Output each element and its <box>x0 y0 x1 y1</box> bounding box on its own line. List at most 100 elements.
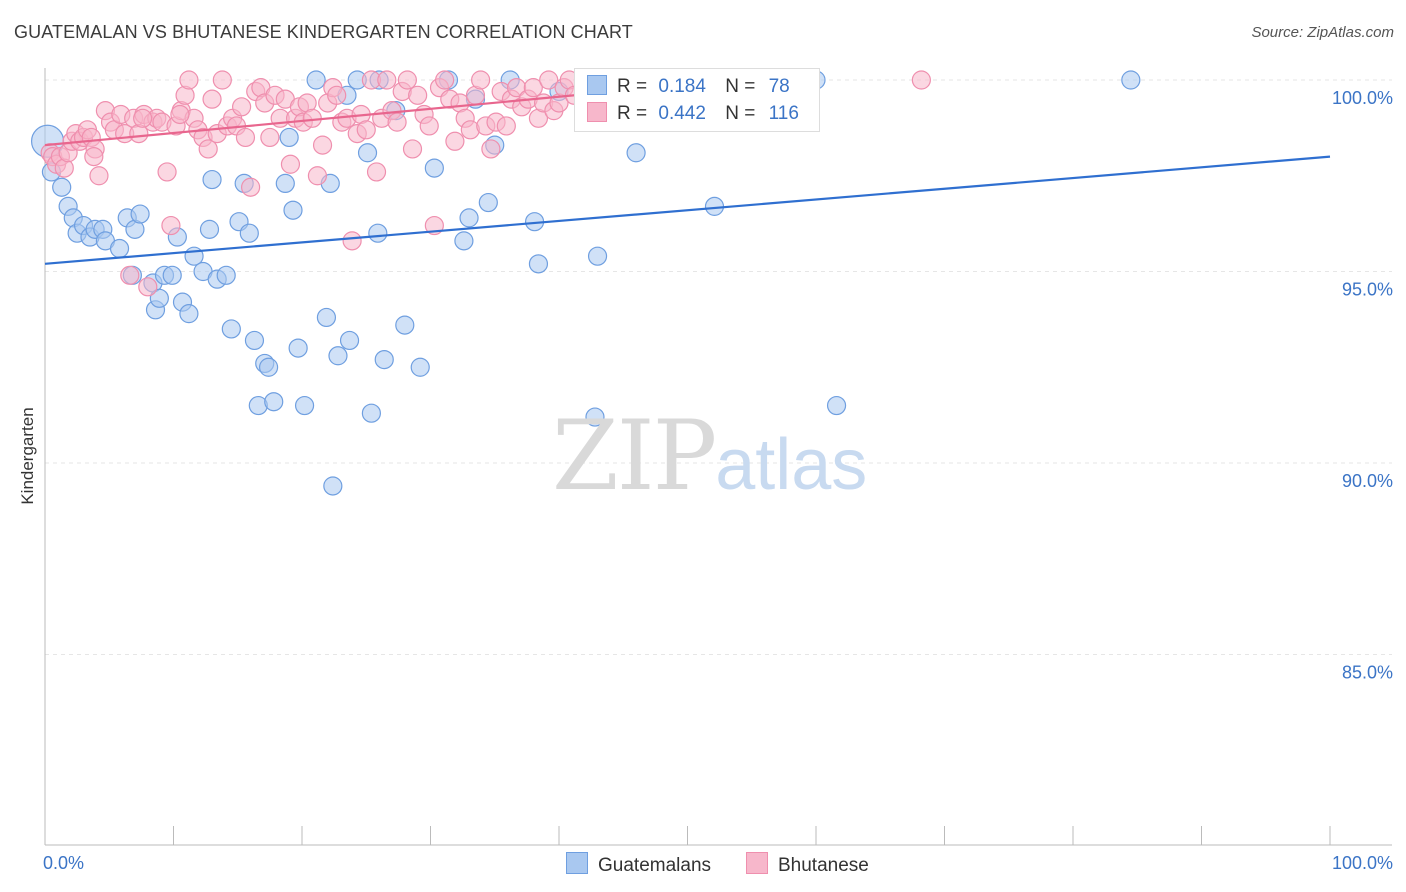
bhutanese-point <box>212 70 232 90</box>
bhutanese-point <box>84 147 104 167</box>
guatemalan-point <box>357 143 378 163</box>
bhutanese-point <box>133 108 153 128</box>
guatemalan-point <box>1121 70 1141 90</box>
guatemalan-point <box>130 204 150 224</box>
bhutanese-point <box>202 89 222 109</box>
guatemalan-point <box>199 219 220 239</box>
guatemalan-point <box>264 392 284 412</box>
series-legend: Guatemalans Bhutanese <box>0 852 1406 878</box>
bhutanese-point <box>89 166 109 186</box>
chart-title: GUATEMALAN VS BHUTANESE KINDERGARTEN COR… <box>14 22 633 42</box>
guatemalan-point <box>149 288 169 308</box>
bhutanese-point <box>179 70 199 90</box>
watermark-zip: ZIP <box>552 400 717 512</box>
bhutanese-point <box>408 85 428 105</box>
x-tick-label-max: 100.0% <box>1332 853 1393 873</box>
legend-n-label: N = <box>725 103 756 124</box>
guatemalan-point <box>424 158 444 178</box>
source-credit: Source: ZipAtlas.com <box>1251 24 1394 41</box>
legend-r-value: 0.442 <box>658 103 706 124</box>
guatemalan-point <box>368 223 388 243</box>
guatemalan-point <box>328 346 348 366</box>
bhutanese-point <box>387 112 407 132</box>
legend-n-value: 78 <box>768 76 790 97</box>
legend-r-label: R = <box>617 76 648 97</box>
bhutanese-point <box>198 139 218 159</box>
bhutanese-point <box>402 139 423 159</box>
y-tick-label: 90.0% <box>1342 471 1393 491</box>
bhutanese-point <box>235 127 256 148</box>
x-tick-label-min: 0.0% <box>43 853 84 873</box>
watermark: ZIPatlas <box>552 400 867 512</box>
bhutanese-point <box>120 265 140 285</box>
bhutanese-point <box>260 127 280 148</box>
guatemalan-point <box>528 254 549 274</box>
guatemalan-point <box>244 330 265 351</box>
guatemalan-point <box>258 357 279 377</box>
guatemalan-point <box>275 173 295 194</box>
guatemalan-point <box>239 223 259 243</box>
guatemalan-point <box>587 246 608 266</box>
bhutanese-point <box>397 70 417 90</box>
guatemalan-point <box>288 338 308 358</box>
legend-label: Guatemalans <box>598 855 712 876</box>
legend-n-value: 116 <box>768 103 799 124</box>
guatemalan-point <box>294 395 315 416</box>
bhutanese-point <box>157 162 177 182</box>
guatemalan-point <box>283 200 303 220</box>
guatemalan-point <box>202 169 222 190</box>
bhutanese-point <box>445 131 465 151</box>
bhutanese-point <box>377 70 397 90</box>
guatemalan-point <box>410 357 430 377</box>
watermark-atlas: atlas <box>715 425 868 505</box>
guatemalan-point <box>585 407 605 427</box>
bhutanese-point <box>138 277 158 297</box>
legend-item-bhutanese[interactable]: Bhutanese <box>746 852 869 877</box>
bhutanese-point <box>312 135 333 155</box>
bhutanese-point <box>241 177 261 197</box>
guatemalan-point <box>216 265 236 285</box>
axes <box>44 68 1392 846</box>
guatemalan-point <box>316 307 337 328</box>
legend-swatch-pink <box>587 102 607 122</box>
bhutanese-point <box>471 70 491 90</box>
guatemalan-point <box>626 143 646 163</box>
bhutanese-point <box>342 231 362 251</box>
legend-row-bhutanese: R = 0.442 N = 116 <box>587 102 799 126</box>
bhutanese-point <box>327 85 347 105</box>
bhutanese-point <box>419 116 439 136</box>
guatemalan-point <box>179 304 199 324</box>
guatemalan-point <box>374 349 394 370</box>
bhutanese-point <box>280 154 301 174</box>
y-tick-label: 95.0% <box>1342 280 1393 300</box>
guatemalan-point <box>162 265 182 285</box>
guatemalan-point <box>323 476 343 496</box>
legend-row-guatemalans: R = 0.184 N = 78 <box>587 75 790 99</box>
bhutanese-point <box>481 139 501 159</box>
legend-swatch-blue <box>566 852 588 874</box>
bhutanese-point <box>523 78 543 98</box>
legend-n-label: N = <box>725 76 756 97</box>
bhutanese-point <box>170 104 190 125</box>
bhutanese-point <box>356 120 376 140</box>
bhutanese-point <box>366 162 387 182</box>
guatemalan-point <box>306 70 326 90</box>
guatemalan-point <box>459 208 479 228</box>
guatemalan-point <box>221 319 241 339</box>
guatemalan-point <box>361 403 381 423</box>
bhutanese-point <box>539 70 559 90</box>
guatemalan-point <box>279 127 299 148</box>
guatemalan-point <box>339 330 360 351</box>
guatemalan-point <box>395 315 415 335</box>
gridlines <box>45 79 1392 655</box>
guatemalan-point <box>109 238 130 259</box>
legend-r-value: 0.184 <box>658 76 706 97</box>
bhutanese-point <box>307 166 328 186</box>
legend-label: Bhutanese <box>778 855 869 876</box>
guatemalan-point <box>454 231 474 251</box>
legend-item-guatemalans[interactable]: Guatemalans <box>566 852 711 877</box>
y-axis-label: Kindergarten <box>18 407 37 504</box>
bhutanese-point <box>496 116 516 136</box>
bhutanese-point <box>435 70 455 90</box>
